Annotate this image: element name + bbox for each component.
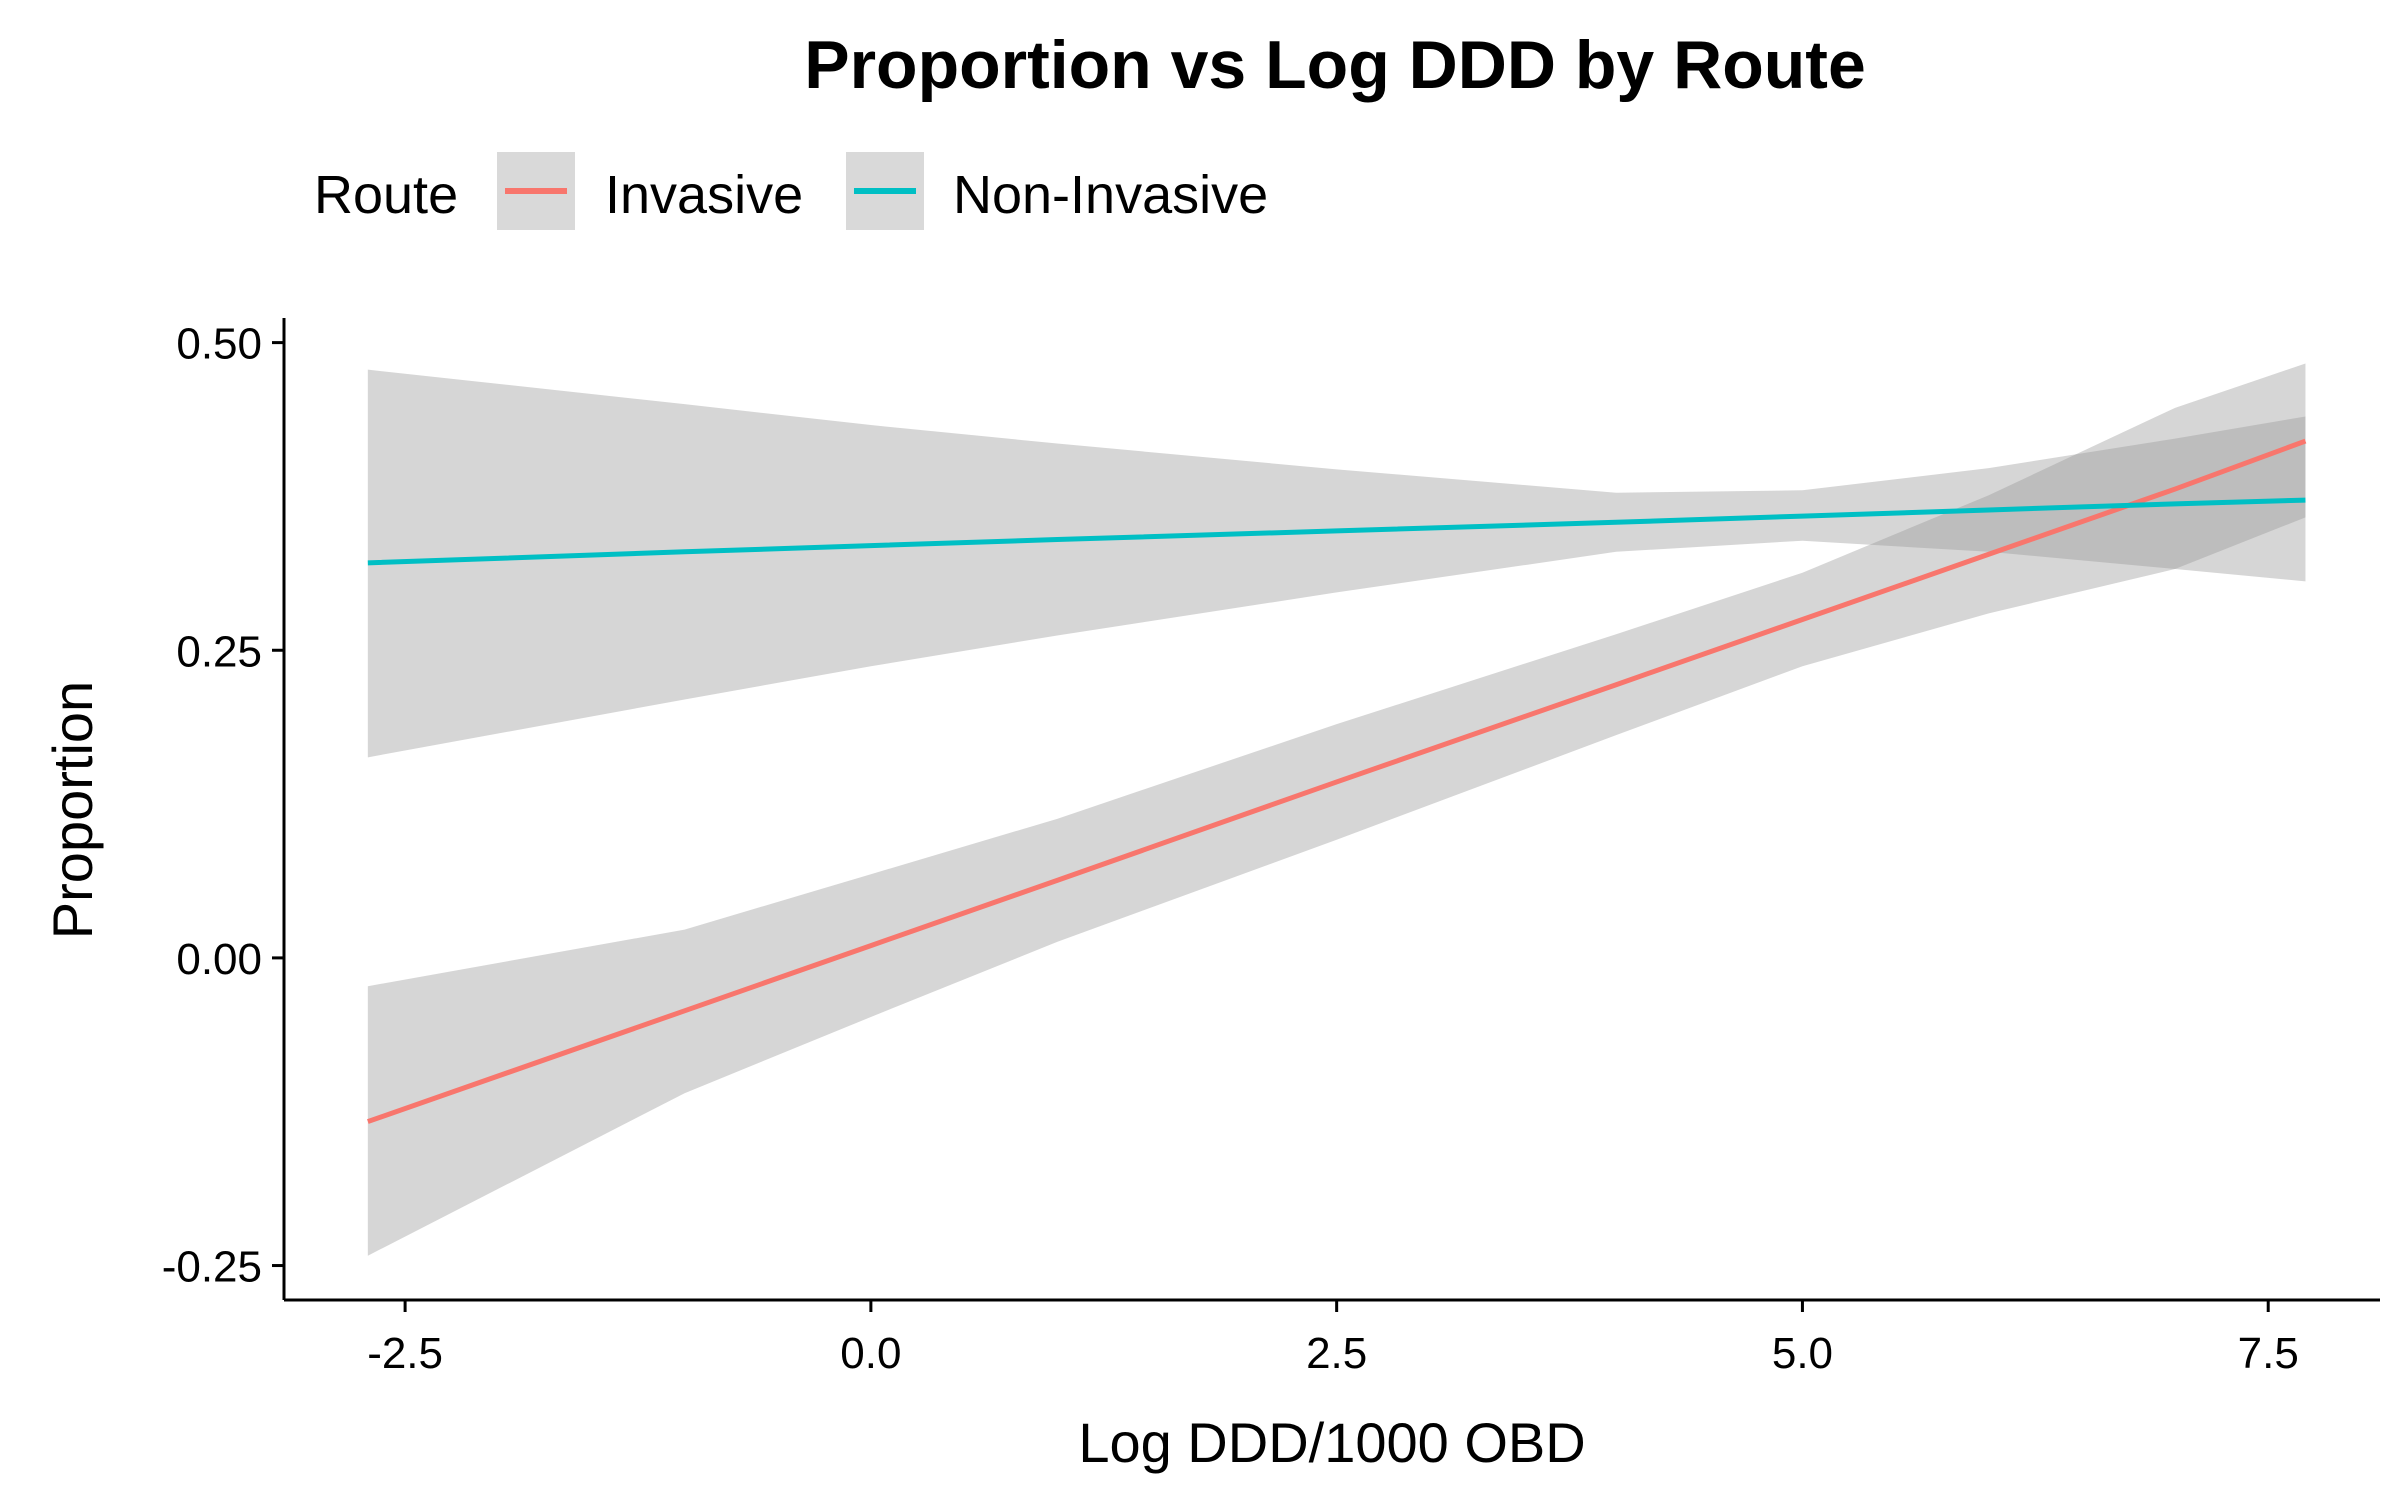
confidence-band-invasive [367,363,2306,1256]
y-tick-label: -0.25 [162,1243,262,1292]
legend-item-non-invasive: Non-Invasive [846,152,1268,230]
y-tick-label: 0.00 [176,935,262,984]
series-line-invasive [367,438,2307,1124]
y-axis-ticks: -0.25 0.00 0.25 0.50 [162,320,284,1292]
x-axis-ticks: -2.5 0.0 2.5 5.0 7.5 [367,1300,2299,1378]
legend-label-invasive: Invasive [605,165,803,225]
chart-title: Proportion vs Log DDD by Route [804,27,1866,103]
y-tick-label: 0.25 [176,627,262,676]
x-tick-label: 5.0 [1772,1329,1833,1378]
confidence-band-non-invasive [367,369,2306,758]
x-tick-label: 0.0 [840,1329,901,1378]
y-axis-title: Proportion [41,681,104,939]
x-tick-label: -2.5 [367,1329,443,1378]
x-tick-label: 2.5 [1306,1329,1367,1378]
legend-label-non-invasive: Non-Invasive [953,165,1268,225]
plot-area [367,363,2307,1256]
legend: Route Invasive Non-Invasive [314,152,1268,230]
legend-item-invasive: Invasive [497,152,803,230]
series-line-non-invasive [367,497,2306,566]
y-tick-label: 0.50 [176,320,262,369]
x-tick-label: 7.5 [2238,1329,2299,1378]
x-axis-title: Log DDD/1000 OBD [1078,1411,1585,1474]
legend-title: Route [314,165,458,225]
